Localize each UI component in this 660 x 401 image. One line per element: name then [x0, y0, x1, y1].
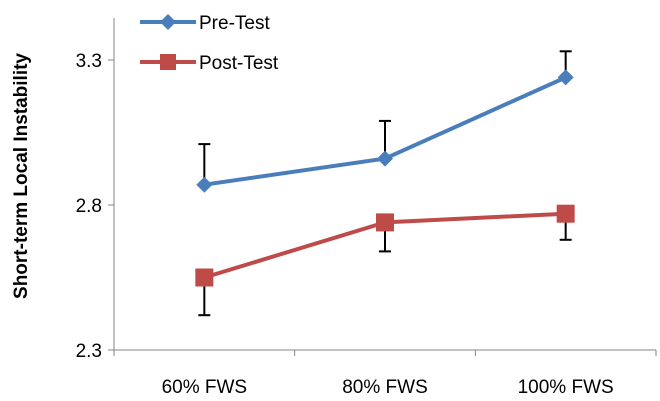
y-tick-label: 2.3 — [76, 341, 102, 362]
data-point — [195, 268, 214, 287]
x-tick-label: 80% FWS — [342, 377, 428, 398]
axes: 2.3 2.8 3.3 60% FWS 80% FWS 100% FWS — [76, 18, 657, 398]
legend-diamond-marker — [160, 14, 176, 30]
legend-label: Post-Test — [199, 53, 279, 74]
data-point — [556, 204, 575, 223]
data-point — [377, 150, 393, 167]
data-point — [557, 69, 574, 86]
series-markers — [195, 69, 575, 287]
x-tick-label: 60% FWS — [162, 377, 248, 398]
legend: Pre-Test Post-Test — [140, 13, 279, 74]
x-tick-label: 100% FWS — [518, 377, 614, 398]
legend-square-marker — [160, 54, 176, 70]
error-bars — [198, 50, 572, 317]
y-tick-label: 2.8 — [76, 196, 102, 217]
legend-label: Pre-Test — [199, 13, 270, 34]
y-tick-label: 3.3 — [76, 51, 102, 72]
y-axis-title: Short-term Local Instability — [11, 53, 32, 299]
data-point — [196, 176, 213, 193]
data-point — [376, 213, 394, 232]
